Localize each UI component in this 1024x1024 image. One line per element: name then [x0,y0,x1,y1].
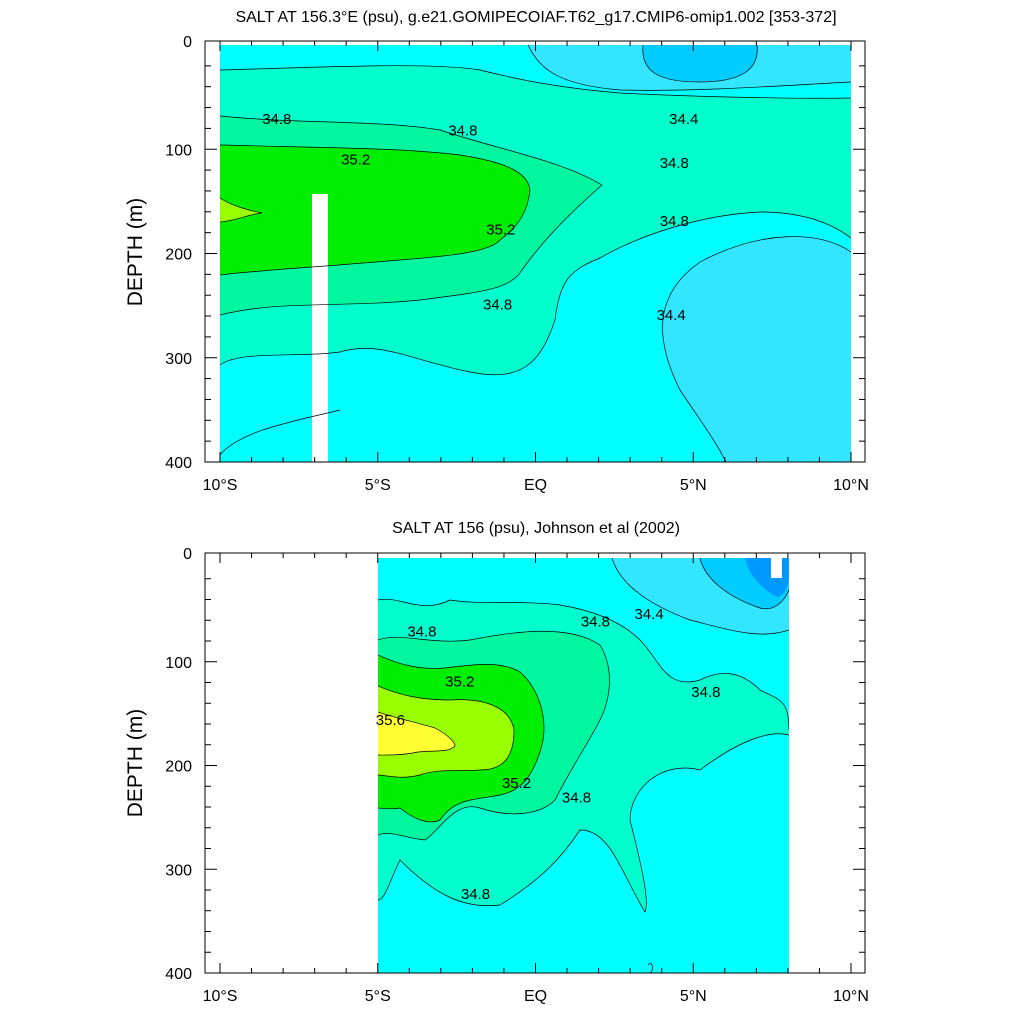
contour-label: 34.8 [691,684,720,701]
contour-label: 34.8 [448,122,477,139]
masked-column [312,194,328,462]
contour-label: 35.2 [486,222,515,239]
contour-label: 34.4 [669,111,698,128]
y-tick-label: 300 [165,862,192,879]
y-tick-label: 200 [165,759,192,776]
y-tick-label: 100 [165,655,192,672]
panel-title: SALT AT 156.3°E (psu), g.e21.GOMIPECOIAF… [235,9,836,26]
contour-label: 34.8 [562,790,591,807]
y-tick-label: 0 [183,34,192,51]
y-tick-label: 400 [165,966,192,983]
contour-lines [378,558,789,973]
filled-contours [220,45,851,462]
contour-label: 35.2 [502,775,531,792]
x-tick-label: 5°N [680,988,707,1005]
x-tick-label: EQ [524,477,547,494]
y-tick-label: 0 [183,546,192,563]
x-tick-label: 10°N [833,477,869,494]
y-tick-label: 100 [165,142,192,159]
panel-title: SALT AT 156 (psu), Johnson et al (2002) [392,520,680,537]
fill-level-35-4 [378,686,514,778]
y-axis-label: DEPTH (m) [124,709,147,818]
y-tick-label: 200 [165,247,192,264]
contour-label: 34.8 [581,613,610,630]
y-axis-label: DEPTH (m) [124,198,147,307]
fill-level-35-2 [220,145,530,275]
model-salinity-panel: SALT AT 156.3°E (psu), g.e21.GOMIPECOIAF… [124,9,869,494]
fill-level-35-6 [378,712,455,756]
y-tick-label: 400 [165,455,192,472]
x-tick-label: 10°S [203,988,238,1005]
x-tick-label: 5°S [365,988,391,1005]
contour-lines [220,45,851,462]
contour-label: 34.8 [262,111,291,128]
masked-column [771,558,782,578]
fill-level-35-4 [220,198,262,222]
contour-label: 34.4 [657,307,686,324]
contour-label: 34.8 [483,297,512,314]
fill-level-34-4-deep [662,236,851,462]
observed-salinity-panel: SALT AT 156 (psu), Johnson et al (2002) [124,520,869,1005]
contour-label: 34.8 [660,155,689,172]
x-tick-label: EQ [524,988,547,1005]
fill-level-34-2 [642,45,758,82]
contour-label: 35.6 [376,712,405,729]
contour-label: 35.2 [445,673,474,690]
y-tick-label: 300 [165,351,192,368]
contour-label: 34.8 [461,886,490,903]
x-tick-label: 5°N [680,477,707,494]
x-tick-label: 5°S [365,477,391,494]
contour-label: 35.2 [341,152,370,169]
contour-label: 34.4 [634,606,663,623]
x-tick-label: 10°N [833,988,869,1005]
contour-label: 34.8 [407,624,436,641]
x-tick-label: 10°S [203,477,238,494]
filled-contours [378,558,789,973]
contour-label: 34.8 [660,213,689,230]
